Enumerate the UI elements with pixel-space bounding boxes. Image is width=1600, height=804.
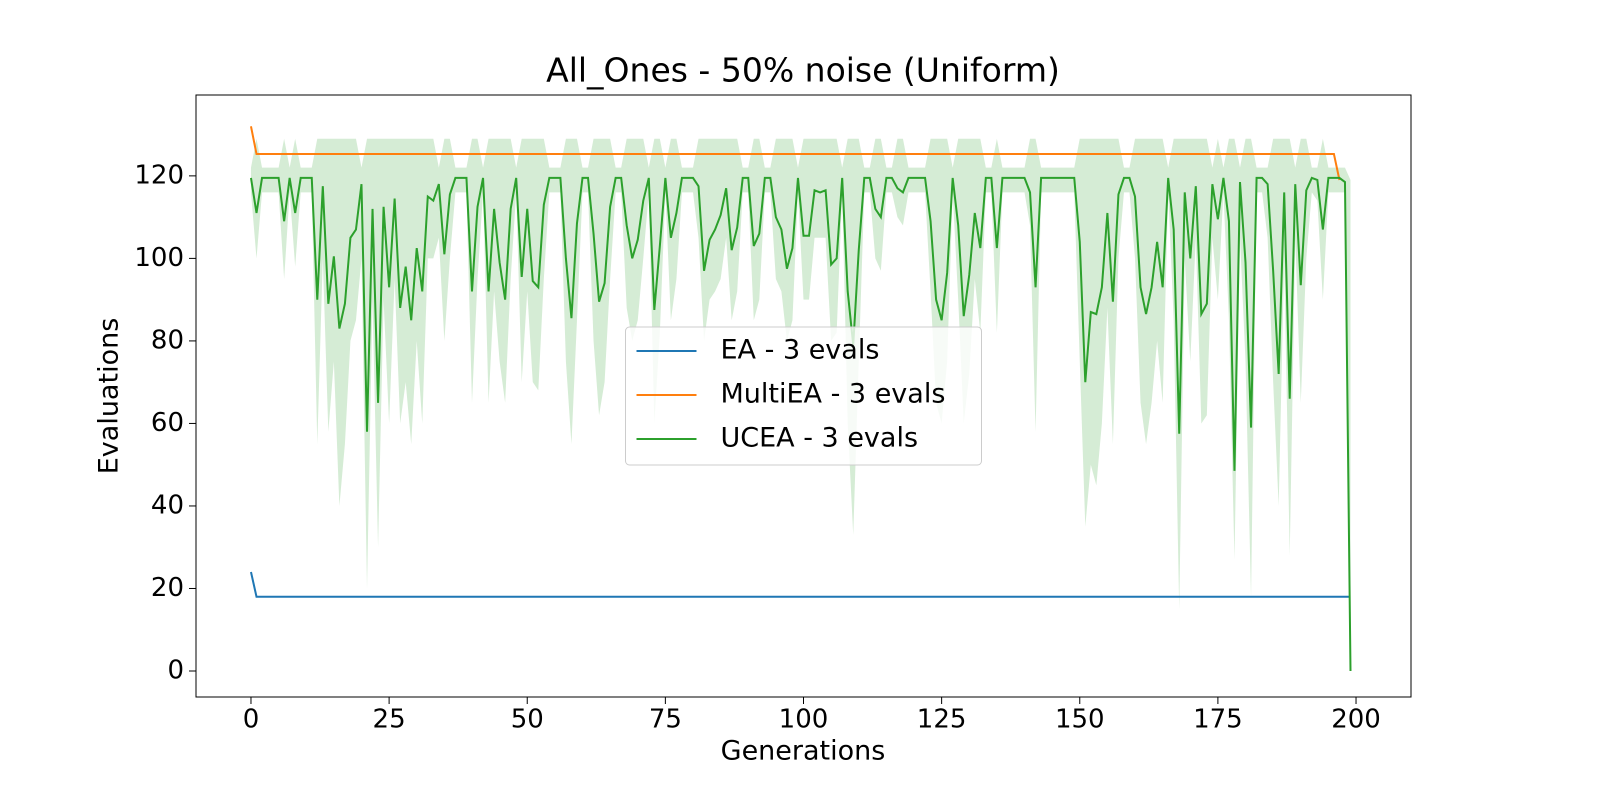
x-tick-label: 125 — [917, 705, 967, 735]
x-tick-label: 175 — [1193, 705, 1243, 735]
x-tick-label: 75 — [649, 705, 682, 735]
x-tick-label: 150 — [1055, 705, 1105, 735]
legend-label: MultiEA - 3 evals — [721, 379, 946, 410]
y-axis-label: Evaluations — [94, 318, 125, 475]
y-tick-label: 20 — [151, 573, 184, 603]
y-tick-label: 100 — [134, 243, 184, 273]
x-tick-label: 0 — [243, 705, 260, 735]
y-tick-label: 40 — [151, 490, 184, 520]
series-line — [249, 176, 1352, 672]
series-line — [249, 126, 1341, 181]
confidence-band — [250, 138, 1351, 672]
x-axis-label: Generations — [721, 736, 886, 767]
legend-label: UCEA - 3 evals — [721, 423, 919, 454]
y-tick-label: 0 — [167, 656, 184, 686]
x-tick-label: 100 — [779, 705, 829, 735]
x-tick-label: 50 — [511, 705, 544, 735]
x-tick-label: 200 — [1331, 705, 1381, 735]
y-tick-label: 80 — [151, 325, 184, 355]
plot-area — [249, 126, 1352, 672]
y-tick-label: 60 — [151, 408, 184, 438]
chart-title: All_Ones - 50% noise (Uniform) — [546, 51, 1060, 90]
series-line — [250, 571, 1351, 598]
legend-label: EA - 3 evals — [721, 335, 880, 366]
legend: EA - 3 evals MultiEA - 3 evals UCEA - 3 ev… — [625, 326, 982, 466]
y-tick-label: 120 — [134, 160, 184, 190]
x-tick-label: 25 — [373, 705, 406, 735]
legend-frame — [625, 326, 982, 466]
